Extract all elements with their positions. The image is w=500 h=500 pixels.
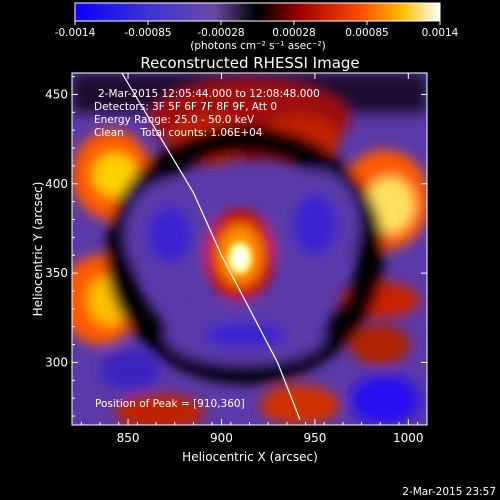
colorbar-ticks: -0.0014 -0.00085 -0.00028 0.00028 0.00085 0.0… (55, 21, 459, 39)
colorbar-tick-label: -0.00085 (124, 27, 171, 39)
colorbar-tick-label: -0.0014 (55, 27, 96, 39)
colorbar (74, 2, 441, 22)
y-tick-label: 350 (45, 266, 68, 280)
chart-title: Reconstructed RHESSI Image (140, 54, 359, 72)
info-total-counts: Clean Total counts: 1.06E+04 (94, 127, 263, 139)
x-tick-label: 950 (303, 431, 326, 445)
x-tick-label: 850 (117, 431, 140, 445)
colorbar-tick-label: -0.00028 (197, 27, 244, 39)
info-time-range: 2-Mar-2015 12:05:44.000 to 12:08:48.000 (98, 88, 320, 100)
y-axis-label: Heliocentric Y (arcsec) (31, 182, 45, 317)
x-axis-label: Heliocentric X (arcsec) (182, 450, 318, 464)
y-tick-label: 450 (45, 87, 68, 101)
axis-ticks: 850 900 950 1000 300 350 400 450 (45, 73, 427, 445)
x-tick-label: 1000 (393, 431, 424, 445)
y-tick-label: 400 (45, 177, 68, 191)
info-energy-range: Energy Range: 25.0 - 50.0 keV (94, 114, 255, 126)
x-tick-label: 900 (210, 431, 233, 445)
peak-position-label: Position of Peak = [910,360] (95, 398, 245, 410)
info-detectors: Detectors: 3F 5F 6F 7F 8F 9F, Att 0 (94, 101, 277, 113)
colorbar-units: (photons cm⁻² s⁻¹ asec⁻²) (190, 40, 325, 52)
solar-limb-curve (121, 73, 301, 420)
y-tick-label: 300 (45, 355, 68, 369)
footer-timestamp: 2-Mar-2015 23:57 (402, 486, 496, 498)
colorbar-tick-label: 0.00085 (345, 27, 388, 39)
colorbar-tick-label: 0.0014 (422, 27, 459, 39)
colorbar-tick-label: 0.00028 (272, 27, 315, 39)
heatmap-image (72, 73, 427, 425)
